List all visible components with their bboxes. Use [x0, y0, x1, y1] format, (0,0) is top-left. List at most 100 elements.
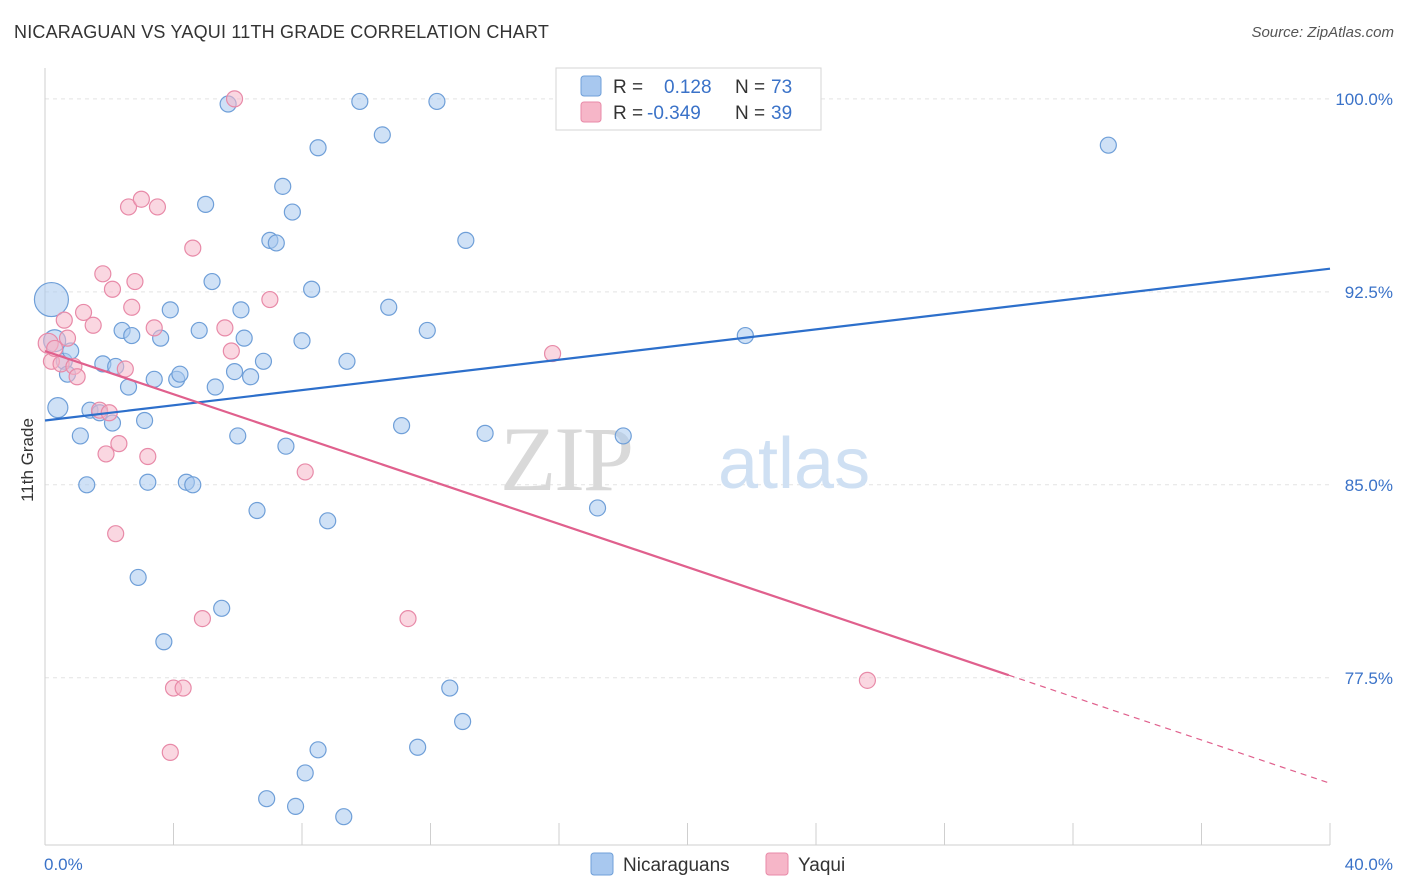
y-tick-label: 85.0%: [1345, 476, 1393, 495]
point-nicaraguans: [184, 476, 202, 494]
series-legend-swatch-nicaraguans: [590, 852, 614, 876]
y-tick-label: 92.5%: [1345, 283, 1393, 302]
point-yaqui: [184, 239, 202, 257]
point-yaqui: [193, 609, 212, 628]
point-yaqui: [110, 435, 128, 453]
point-yaqui: [161, 743, 179, 761]
points: [33, 90, 1117, 826]
point-nicaraguans: [197, 195, 215, 213]
point-yaqui: [119, 198, 138, 216]
point-nicaraguans: [614, 427, 632, 445]
x-tick-labels: 0.0% 40.0%: [44, 855, 1393, 874]
point-yaqui: [126, 272, 144, 291]
point-yaqui: [148, 198, 167, 216]
chart-title: NICARAGUAN VS YAQUI 11TH GRADE CORRELATI…: [14, 22, 550, 42]
x-tick-label: 0.0%: [44, 855, 83, 874]
point-yaqui: [132, 190, 150, 208]
grid-lines: [45, 98, 1330, 679]
legend-n-label-pink: N =: [735, 103, 765, 124]
point-nicaraguans: [258, 790, 276, 808]
point-yaqui: [858, 671, 877, 689]
point-yaqui: [97, 445, 115, 463]
point-nicaraguans: [1099, 136, 1117, 154]
point-nicaraguans: [254, 352, 273, 370]
point-yaqui: [116, 360, 134, 378]
point-nicaraguans: [206, 378, 224, 396]
watermark-zip: ZIP: [500, 408, 632, 510]
point-nicaraguans: [267, 234, 285, 252]
point-yaqui: [123, 298, 141, 316]
point-nicaraguans: [47, 397, 69, 419]
point-nicaraguans: [248, 501, 266, 520]
legend-n-label-blue: N =: [735, 77, 765, 98]
point-nicaraguans: [335, 808, 353, 826]
trend-line-yaqui: [44, 349, 1010, 677]
source-credit: Source: ZipAtlas.com: [1251, 24, 1394, 41]
point-nicaraguans: [441, 679, 459, 697]
point-nicaraguans: [296, 764, 314, 782]
series-legend-label-yaqui: Yaqui: [798, 855, 845, 876]
point-yaqui: [216, 319, 234, 337]
correlation-legend: R = 0.128 N = 73 R = -0.349 N = 39: [555, 67, 822, 131]
watermark: ZIP atlas: [500, 408, 870, 510]
point-nicaraguans: [235, 329, 253, 347]
series-legend-label-nicaraguans: Nicaraguans: [623, 855, 730, 876]
trend-line-yaqui-extension: [1008, 674, 1331, 784]
point-nicaraguans: [736, 326, 754, 345]
point-nicaraguans: [229, 427, 247, 445]
trend-lines: [44, 267, 1331, 784]
point-nicaraguans: [476, 424, 494, 442]
point-nicaraguans: [71, 427, 89, 445]
point-nicaraguans: [303, 280, 321, 298]
trend-line-nicaraguans: [44, 267, 1331, 422]
point-nicaraguans: [283, 203, 301, 221]
point-nicaraguans: [213, 599, 231, 617]
point-yaqui: [74, 303, 93, 322]
legend-r-value-pink: -0.349: [647, 103, 701, 124]
point-nicaraguans: [190, 321, 208, 340]
point-nicaraguans: [286, 797, 305, 816]
point-yaqui: [55, 311, 73, 329]
point-nicaraguans: [277, 437, 295, 455]
point-nicaraguans: [293, 332, 311, 350]
point-yaqui: [225, 90, 244, 108]
point-nicaraguans: [454, 712, 472, 731]
point-yaqui: [68, 368, 86, 386]
point-nicaraguans: [380, 298, 398, 316]
point-nicaraguans: [139, 473, 157, 491]
point-yaqui: [261, 290, 279, 309]
point-nicaraguans: [338, 352, 356, 370]
point-yaqui: [139, 447, 157, 466]
x-tick-label: 40.0%: [1345, 855, 1393, 874]
y-tick-label: 77.5%: [1345, 669, 1393, 688]
legend-n-value-pink: 39: [771, 103, 792, 124]
legend-n-value-blue: 73: [771, 77, 792, 98]
point-nicaraguans: [274, 177, 292, 195]
point-nicaraguans: [457, 231, 475, 249]
point-nicaraguans: [418, 321, 436, 340]
point-yaqui: [399, 609, 417, 628]
point-nicaraguans: [242, 368, 260, 386]
point-yaqui: [107, 525, 125, 543]
point-nicaraguans: [203, 272, 221, 291]
legend-swatch-pink: [580, 101, 602, 123]
point-nicaraguans: [123, 326, 141, 345]
point-yaqui: [145, 319, 163, 337]
point-yaqui: [94, 265, 112, 283]
point-nicaraguans: [392, 417, 411, 435]
point-nicaraguans: [129, 568, 147, 587]
point-yaqui: [296, 463, 314, 481]
axes: [44, 68, 1331, 846]
point-nicaraguans: [225, 362, 244, 381]
legend-r-label-pink: R =: [613, 103, 643, 124]
point-nicaraguans: [373, 126, 391, 144]
point-nicaraguans: [309, 741, 327, 759]
legend-r-label-blue: R =: [613, 77, 643, 98]
point-yaqui: [174, 679, 192, 697]
point-nicaraguans: [232, 301, 250, 319]
point-nicaraguans: [171, 365, 189, 383]
y-axis-label: 11th Grade: [18, 418, 37, 502]
legend-r-value-blue: 0.128: [664, 77, 712, 98]
point-nicaraguans: [409, 738, 427, 756]
